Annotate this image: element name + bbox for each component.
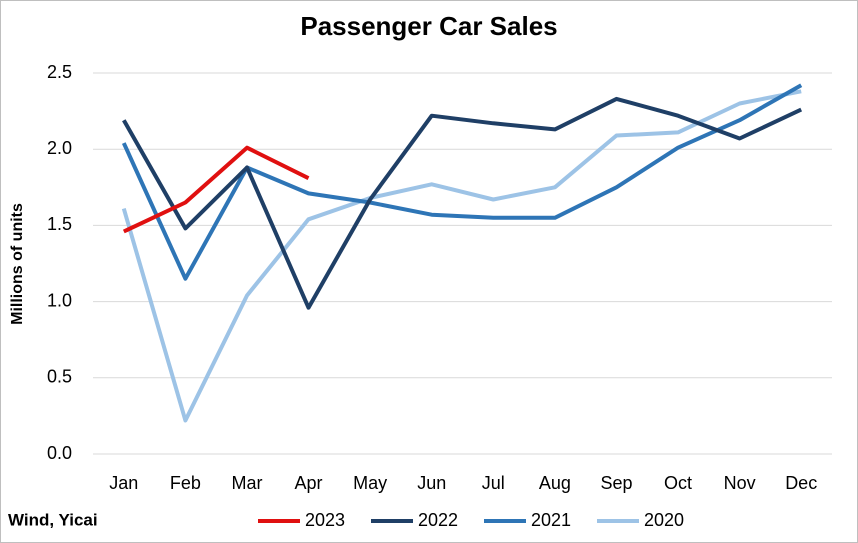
series-line [121,89,802,423]
x-tick-label: Jun [417,473,446,493]
legend-label: 2020 [644,510,684,530]
y-tick-label: 0.5 [47,367,72,387]
legend-label: 2022 [418,510,458,530]
x-tick-label: Oct [664,473,692,493]
x-tick-label: Nov [724,473,756,493]
x-tick-label: Feb [170,473,201,493]
x-tick-label: Apr [295,473,323,493]
x-tick-label: May [353,473,387,493]
x-tick-label: Aug [539,473,571,493]
y-tick-label: 2.0 [47,138,72,158]
series-line [122,96,803,310]
y-tick-label: 2.5 [47,62,72,82]
y-tick-label: 0.0 [47,443,72,463]
series-line [121,83,803,281]
x-tick-label: Jul [482,473,505,493]
y-tick-label: 1.0 [47,290,72,310]
chart-title: Passenger Car Sales [300,11,557,41]
x-tick-label: Mar [231,473,262,493]
x-tick-label: Dec [785,473,817,493]
legend-label: 2023 [305,510,345,530]
legend-label: 2021 [531,510,571,530]
x-tick-label: Jan [109,473,138,493]
series-line [122,145,310,234]
x-tick-label: Sep [600,473,632,493]
y-axis-label: Millions of units [9,203,26,325]
source: Wind, Yicai [8,510,98,529]
y-tick-label: 1.5 [47,214,72,234]
